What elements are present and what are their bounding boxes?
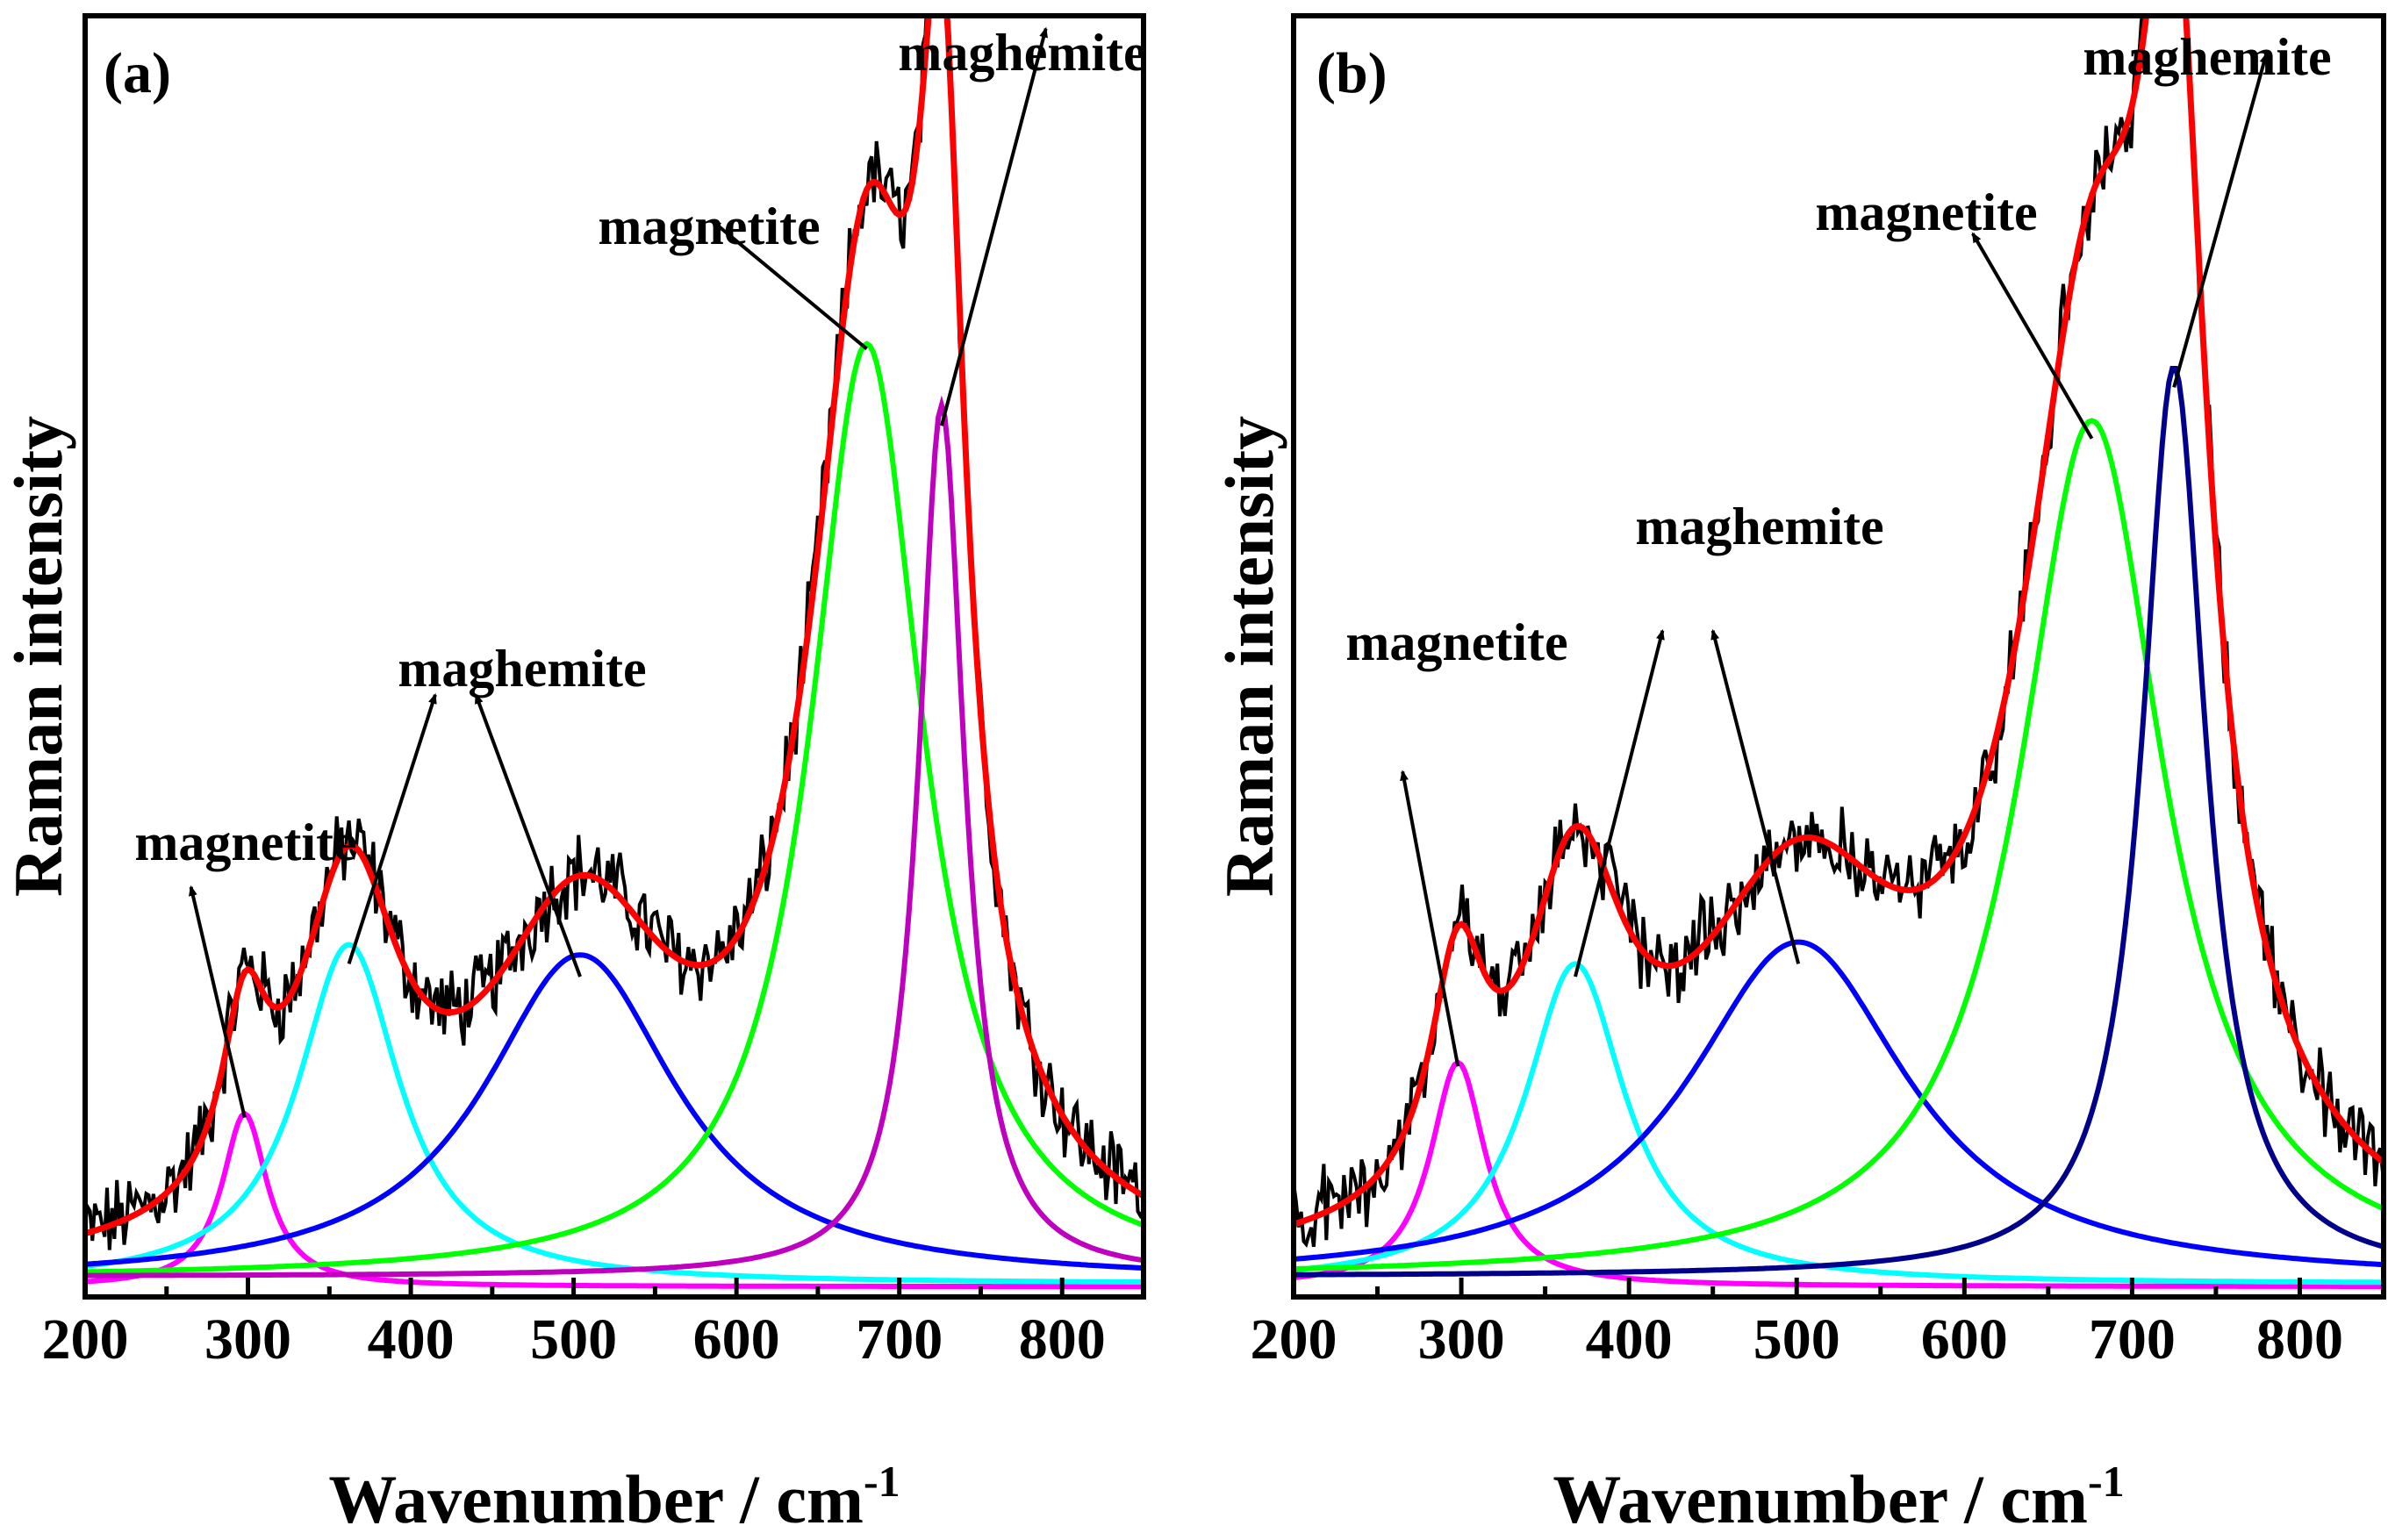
annotation-arrow (1971, 232, 2094, 440)
annotation-maghemite: maghemite (898, 24, 1146, 82)
peak-maghemite-362 (85, 942, 1144, 1286)
peak-maghemite-501 (1294, 939, 2384, 1268)
x-axis-title: Wavenumber / cm-1 (1553, 1457, 2124, 1537)
annotation-maghemite: maghemite (1635, 498, 1883, 555)
fit-curve (1294, 16, 2384, 1228)
x-tick-label: 500 (1753, 1307, 1840, 1372)
peak-maghemite-504 (85, 952, 1144, 1271)
x-tick-label: 300 (204, 1307, 291, 1372)
annotation-arrow (939, 26, 1048, 426)
x-tick-label: 600 (693, 1307, 780, 1372)
annotation-magnetite: magnetite (1815, 183, 2037, 241)
panel-b: 200 300 400 500 600 700 800 Wavenumber / cm-1 Ra… (1211, 13, 2386, 1537)
x-tick-label: 400 (368, 1307, 455, 1372)
x-tick-label: 700 (856, 1307, 943, 1372)
plot-frame (1291, 13, 2386, 1300)
annotation-arrow (1710, 628, 1801, 964)
annotation-arrow (2172, 52, 2269, 388)
x-tick-label: 500 (530, 1307, 617, 1372)
x-tick-label: 300 (1418, 1307, 1505, 1372)
annotation-arrow (347, 692, 437, 965)
plot-frame (82, 13, 1146, 1300)
peak-maghemite-726 (85, 395, 1144, 1279)
x-tick-label: 700 (2089, 1307, 2176, 1372)
plot-area (1294, 16, 2384, 1289)
annotation-maghemite: maghemite (398, 640, 646, 698)
panel-label: (a) (104, 41, 171, 105)
x-tick-label: 400 (1586, 1307, 1673, 1372)
peak-magnetite-680 (85, 340, 1144, 1275)
annotation-magnetite: magnetite (598, 197, 820, 255)
x-tick-label: 200 (1251, 1307, 1337, 1372)
x-axis-title: Wavenumber / cm-1 (328, 1457, 900, 1537)
x-tick-label: 800 (2256, 1307, 2343, 1372)
plot-area (85, 16, 1144, 1290)
annotation-arrow (188, 885, 247, 1119)
annotation-maghemite: maghemite (2083, 28, 2331, 86)
peak-magnetite-676 (1294, 418, 2384, 1271)
annotation-magnetite: magnetite (1345, 613, 1567, 671)
annotation-magnetite: magnetite (134, 813, 356, 871)
fit-curve (85, 16, 1144, 1236)
annotation-arrow (1574, 628, 1665, 978)
annotation-arrow (710, 219, 868, 351)
x-tick-label: 600 (1921, 1307, 2008, 1372)
x-tick-label: 800 (1019, 1307, 1106, 1372)
annotation-arrow (1400, 770, 1460, 1067)
measured-spectrum (85, 16, 1144, 1250)
peak-magnetite-298 (85, 1110, 1144, 1290)
peak-maghemite-725 (1294, 366, 2384, 1278)
annotation-arrow (474, 692, 582, 978)
peak-maghemite-368 (1294, 961, 2384, 1286)
y-axis-title: Raman intensity (0, 416, 76, 897)
panel-label: (b) (1316, 41, 1388, 105)
peak-magnetite-298 (1294, 1059, 2384, 1289)
panel-a: 200 300 400 500 600 700 800 Wavenumber / cm-1 Ra… (0, 13, 1147, 1537)
x-tick-label: 200 (42, 1307, 129, 1372)
y-axis-title: Raman intensity (1211, 416, 1287, 897)
